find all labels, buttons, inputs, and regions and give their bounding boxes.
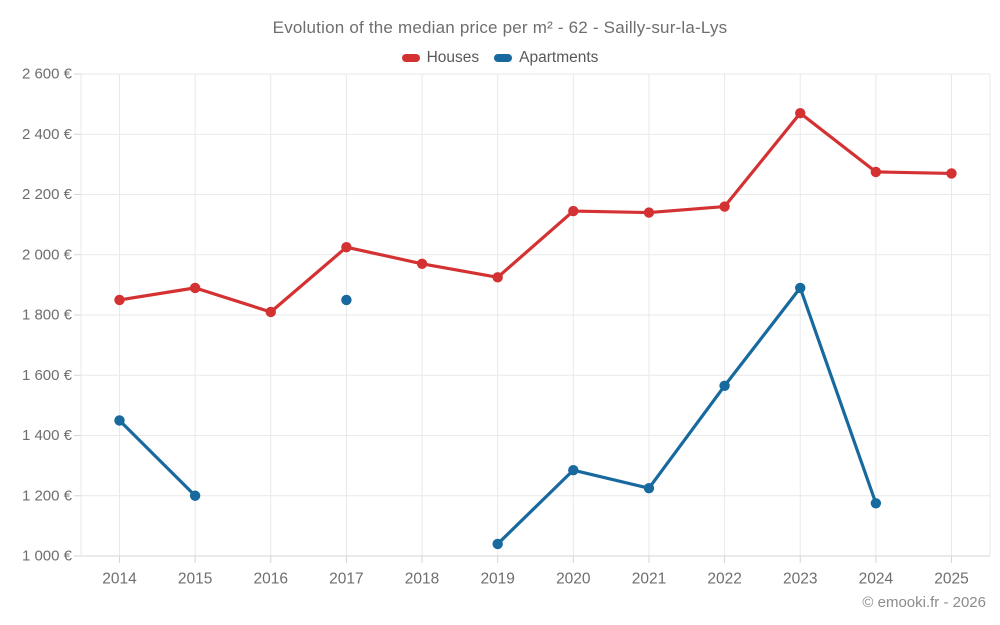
houses-data-point[interactable] xyxy=(795,107,806,119)
y-axis-label: 1 000 € xyxy=(22,548,73,565)
legend-item-apartments[interactable]: Apartments xyxy=(494,49,598,67)
y-axis-label: 2 200 € xyxy=(22,186,73,203)
y-axis-label: 2 000 € xyxy=(22,246,73,263)
apartments-data-point[interactable] xyxy=(568,464,579,476)
x-axis-label: 2018 xyxy=(405,571,439,588)
x-axis-label: 2023 xyxy=(783,571,817,588)
apartments-series-line xyxy=(117,418,197,498)
x-axis-label: 2025 xyxy=(934,571,968,588)
y-axis-label: 1 800 € xyxy=(22,307,73,324)
apartments-data-point[interactable] xyxy=(341,294,352,306)
houses-data-point[interactable] xyxy=(114,294,125,306)
houses-data-point[interactable] xyxy=(341,242,352,253)
apartments-data-point[interactable] xyxy=(189,490,201,501)
houses-data-point[interactable] xyxy=(643,207,655,218)
y-axis-label: 2 400 € xyxy=(22,126,73,143)
houses-data-point[interactable] xyxy=(416,258,428,269)
x-axis-label: 2022 xyxy=(707,571,741,588)
apartments-data-point[interactable] xyxy=(870,498,882,509)
houses-data-point[interactable] xyxy=(719,201,730,212)
houses-series-swatch-icon xyxy=(401,54,420,62)
x-axis-label: 2019 xyxy=(480,571,514,588)
y-axis-label: 1 600 € xyxy=(22,367,73,384)
legend-label-apartments: Apartments xyxy=(519,49,599,66)
y-axis-label: 1 200 € xyxy=(22,487,73,504)
legend: Houses Apartments xyxy=(0,49,1000,67)
legend-label-houses: Houses xyxy=(426,49,480,66)
chart-title: Evolution of the median price per m² - 6… xyxy=(272,18,728,37)
copyright-credit: © emooki.fr - 2026 xyxy=(862,594,986,611)
apartments-data-point[interactable] xyxy=(719,380,730,391)
y-axis-label: 2 600 € xyxy=(22,66,73,83)
apartments-data-point[interactable] xyxy=(795,282,806,294)
apartments-data-point[interactable] xyxy=(114,415,125,426)
houses-data-point[interactable] xyxy=(870,166,882,178)
apartments-series-swatch-icon xyxy=(494,54,513,62)
y-axis-label: 1 400 € xyxy=(22,427,73,444)
houses-data-point[interactable] xyxy=(568,205,579,217)
apartments-data-point[interactable] xyxy=(492,538,503,550)
x-axis-label: 2024 xyxy=(859,571,894,588)
x-axis-label: 2015 xyxy=(178,571,212,588)
x-axis-label: 2020 xyxy=(556,571,591,588)
apartments-data-point[interactable] xyxy=(643,483,655,494)
x-axis-label: 2014 xyxy=(102,571,137,588)
apartments-series-line xyxy=(496,286,878,546)
legend-item-houses[interactable]: Houses xyxy=(401,49,480,67)
x-axis-label: 2021 xyxy=(632,571,666,588)
houses-data-point[interactable] xyxy=(946,168,957,179)
x-axis-label: 2016 xyxy=(254,571,288,588)
houses-series-line xyxy=(117,111,954,314)
houses-data-point[interactable] xyxy=(265,306,276,318)
houses-data-point[interactable] xyxy=(492,272,503,283)
x-axis-label: 2017 xyxy=(329,571,363,588)
houses-data-point[interactable] xyxy=(189,282,201,294)
